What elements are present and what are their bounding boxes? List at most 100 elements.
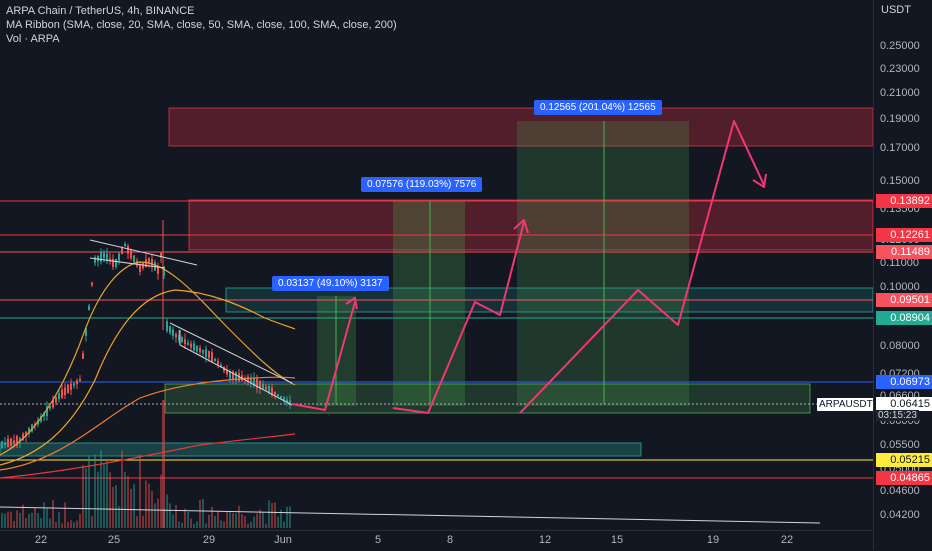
volume-bar	[82, 465, 84, 528]
candle-body	[1, 441, 3, 448]
candle-body	[262, 384, 264, 389]
candle-body	[100, 252, 102, 262]
volume-bar	[232, 513, 234, 528]
volume-bar	[220, 520, 222, 528]
time-axis[interactable]: 22 25 29 Jun 5 8 12 15 19 22	[0, 530, 873, 551]
candle-body	[61, 389, 63, 398]
price-axis[interactable]: USDT 0.25000 0.23000 0.21000 0.19000 0.17000…	[873, 0, 932, 550]
projection-paths[interactable]	[291, 120, 767, 414]
price-badge[interactable]: 0.12261	[876, 228, 932, 242]
candlestick-series[interactable]	[1, 220, 291, 450]
time-tick: 29	[202, 534, 216, 546]
volume-bar	[142, 515, 144, 528]
legend-volume[interactable]: Vol · ARPA	[6, 33, 60, 45]
price-badge[interactable]: 0.08904	[876, 311, 932, 325]
time-tick: 22	[780, 534, 794, 546]
volume-bar	[121, 450, 123, 528]
volume-bar	[127, 476, 129, 528]
candle-body	[139, 264, 141, 272]
axis-currency-label[interactable]: USDT	[881, 4, 911, 16]
volume-bar	[40, 518, 42, 528]
price-badge[interactable]: 0.05215	[876, 453, 932, 467]
candle-body	[124, 243, 126, 247]
candle-body	[16, 435, 18, 446]
volume-bar	[235, 513, 237, 528]
price-badge[interactable]: 0.06973	[876, 375, 932, 389]
volume-bar	[49, 518, 51, 528]
candle-body	[181, 337, 183, 343]
volume-bar	[52, 500, 54, 528]
demand-zone-lower[interactable]	[0, 442, 642, 457]
volume-bar	[94, 454, 96, 528]
candle-body	[133, 255, 135, 263]
candle-body	[103, 252, 105, 259]
price-badge[interactable]: 0.06415	[876, 397, 932, 411]
candle-body	[268, 386, 270, 393]
volume-bar	[88, 456, 90, 528]
volume-bar	[265, 523, 267, 528]
supply-zone-top[interactable]	[168, 107, 873, 147]
trend-channels[interactable]	[0, 239, 821, 524]
volume-bar	[190, 518, 192, 528]
candle-body	[286, 399, 288, 402]
price-tick: 0.23000	[880, 63, 920, 75]
volume-bar	[211, 506, 213, 528]
volume-bar	[106, 459, 108, 528]
volume-bar	[175, 505, 177, 528]
volume-bar	[259, 509, 261, 528]
candle-body	[277, 394, 279, 397]
time-tick: 19	[706, 534, 720, 546]
volume-bar	[4, 513, 6, 528]
candle-body	[193, 343, 195, 351]
candle-body	[166, 321, 168, 331]
volume-bar	[223, 521, 225, 528]
price-badge[interactable]: 0.04865	[876, 471, 932, 485]
candle-body	[106, 253, 108, 261]
candle-body	[232, 371, 234, 380]
price-tick: 0.15000	[880, 175, 920, 187]
candle-body	[205, 348, 207, 358]
volume-bar	[25, 518, 27, 528]
candle-body	[85, 328, 87, 336]
candle-body	[52, 400, 54, 408]
candle-body	[25, 431, 27, 437]
volume-bar	[160, 474, 162, 528]
volume-bar	[43, 502, 45, 528]
volume-bar	[205, 523, 207, 528]
target-callout-3: 0.12565 (201.04%) 12565	[534, 100, 662, 115]
candle-body	[274, 391, 276, 395]
price-tick: 0.04200	[880, 509, 920, 521]
volume-bar	[31, 512, 33, 528]
candle-body	[175, 334, 177, 338]
candle-body	[73, 383, 75, 386]
volume-bar	[238, 505, 240, 528]
price-badge[interactable]: 0.09501	[876, 293, 932, 307]
price-badge[interactable]: 0.11489	[876, 245, 932, 259]
chart-canvas[interactable]	[0, 0, 873, 530]
volume-bar	[283, 521, 285, 528]
volume-bar	[157, 498, 159, 528]
candle-body	[289, 400, 291, 405]
volume-bar	[97, 471, 99, 528]
volume-bar	[100, 450, 102, 528]
price-tick: 0.08000	[880, 340, 920, 352]
price-tick: 0.05500	[880, 439, 920, 451]
volume-bar	[7, 511, 9, 528]
price-badge[interactable]: 0.13892	[876, 194, 932, 208]
volume-bar	[256, 513, 258, 528]
candle-body	[208, 351, 210, 358]
target-box-2[interactable]	[393, 201, 465, 406]
target-box-3[interactable]	[517, 121, 689, 406]
volume-bar	[193, 523, 195, 528]
volume-bar	[73, 522, 75, 528]
volume-bar	[178, 521, 180, 528]
time-tick: 25	[107, 534, 121, 546]
legend-ma-ribbon[interactable]: MA Ribbon (SMA, close, 20, SMA, close, 5…	[6, 19, 397, 31]
ma-200	[0, 433, 296, 479]
volume-bar	[253, 516, 255, 528]
volume-bar	[241, 514, 243, 528]
volume-bar	[196, 521, 198, 528]
target-callout-1: 0.03137 (49.10%) 3137	[272, 276, 389, 291]
supply-zone-mid[interactable]	[188, 199, 873, 251]
price-tick: 0.11000	[880, 257, 919, 269]
